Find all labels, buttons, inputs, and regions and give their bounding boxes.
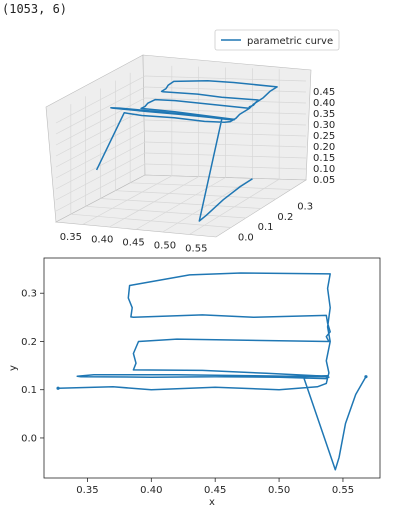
x-tick-label: 0.55 [332, 485, 354, 496]
x-ticks: 0.35 0.40 0.45 0.50 0.55 [76, 478, 354, 496]
plot-frame [43, 257, 381, 479]
wall-gridline-z [55, 152, 307, 201]
wall-gridline-z [55, 97, 307, 146]
ticks-3d: 0.35 0.40 0.45 0.50 0.550.00.10.20.30.050.10… [60, 87, 336, 255]
z-tick-label: 0.15 [313, 153, 335, 164]
y-tick-label: 0.1 [258, 222, 274, 233]
legend-label: parametric curve [247, 36, 333, 47]
y-tick-label: 0.3 [297, 201, 313, 212]
x-tick-label: 0.45 [204, 485, 226, 496]
x-tick-label: 0.50 [268, 485, 290, 496]
y-tick-label: 0.2 [277, 212, 293, 223]
output-header: (1053, 6) [2, 2, 68, 16]
z-tick-label: 0.30 [313, 120, 335, 131]
wall-gridline-z [55, 130, 307, 179]
curve-3d [95, 80, 278, 222]
z-tick-label: 0.45 [313, 87, 335, 98]
wall-gridline-z [55, 141, 307, 190]
y-tick-label: 0.0 [238, 233, 254, 244]
series-endpoints [56, 375, 368, 390]
series-line [58, 272, 367, 471]
chart-2d: 0.35 0.40 0.45 0.50 0.55 0.0 0.1 0.2 0.3 x y [8, 257, 381, 508]
y-tick-label: 0.1 [21, 385, 37, 396]
x-tick-label: 0.50 [154, 241, 176, 252]
curve-3d-line [95, 80, 278, 222]
z-tick-label: 0.10 [313, 164, 335, 175]
x-axis-label: x [209, 497, 215, 508]
legend-box [214, 29, 340, 51]
z-tick-label: 0.05 [313, 175, 335, 186]
z-tick-label: 0.35 [313, 109, 335, 120]
y-ticks: 0.0 0.1 0.2 0.3 [21, 289, 44, 444]
floor-gridline-y [130, 182, 292, 190]
y-tick-label: 0.0 [21, 433, 37, 444]
y-tick-label: 0.3 [21, 289, 37, 300]
wall-gridline-z [55, 163, 307, 212]
grid-3d [55, 65, 307, 235]
series-start-point [56, 386, 60, 390]
x-tick-label: 0.35 [60, 232, 82, 243]
y-tick-label: 0.2 [21, 337, 37, 348]
wall-gridline-z [55, 86, 307, 135]
y-axis-label: y [8, 365, 19, 371]
legend: parametric curve [214, 29, 340, 51]
x-tick-label: 0.45 [122, 238, 144, 249]
wall-gridline-z [55, 75, 307, 124]
x-tick-label: 0.40 [91, 235, 113, 246]
x-tick-label: 0.55 [185, 244, 207, 255]
z-tick-label: 0.20 [313, 142, 335, 153]
z-tick-label: 0.25 [313, 131, 335, 142]
z-tick-label: 0.40 [313, 98, 335, 109]
wall-gridline-z [55, 119, 307, 168]
x-tick-label: 0.35 [76, 485, 98, 496]
chart-3d: 0.35 0.40 0.45 0.50 0.550.00.10.20.30.050.10… [45, 29, 340, 255]
series-end-point [364, 375, 368, 379]
x-tick-label: 0.40 [140, 485, 162, 496]
